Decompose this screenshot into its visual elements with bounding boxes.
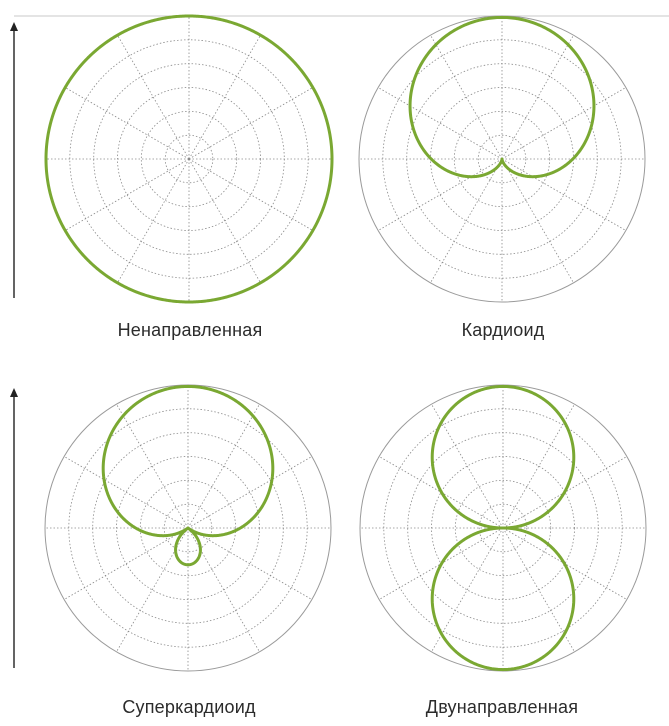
caption-supercardioid: Суперкардиоид — [122, 697, 256, 717]
grid-spoke — [502, 527, 575, 653]
grid-spoke — [187, 527, 260, 653]
axis-arrow-top — [10, 22, 18, 298]
grid-spoke — [63, 456, 189, 529]
grid-spoke — [188, 158, 314, 231]
grid-ring — [453, 110, 551, 208]
grid-spoke — [377, 87, 503, 160]
grid-ring — [163, 503, 213, 553]
grid-spoke — [187, 527, 313, 600]
grid-spoke — [501, 87, 627, 160]
caption-omnidirectional: Ненаправленная — [117, 320, 263, 340]
grid-spoke — [501, 34, 574, 160]
supercardioid-pattern-curve — [101, 384, 275, 567]
grid-spoke — [187, 456, 313, 529]
polar-plot-supercardioid — [44, 384, 332, 672]
grid-spoke — [502, 403, 575, 529]
grid-spoke — [116, 403, 189, 529]
grid-spoke — [431, 403, 504, 529]
grid-spoke — [116, 527, 189, 653]
grid-ring — [140, 110, 238, 208]
grid-spoke — [64, 87, 190, 160]
grid-spoke — [188, 158, 261, 284]
polar-plot-cardioid — [358, 15, 646, 303]
grid-spoke — [63, 527, 189, 600]
grid-spoke — [430, 34, 503, 160]
grid-spoke — [430, 158, 503, 284]
grid-spoke — [377, 158, 503, 231]
grid-spoke — [117, 34, 190, 160]
grid-spoke — [187, 403, 260, 529]
figure-eight-pattern-curve — [430, 384, 576, 672]
grid-spoke — [64, 158, 190, 231]
grid-spoke — [117, 158, 190, 284]
grid-ring — [477, 134, 527, 184]
grid-spoke — [501, 158, 574, 284]
arrow-head — [10, 388, 18, 397]
arrow-head — [10, 22, 18, 31]
grid-ring — [454, 479, 552, 577]
grid-ring — [164, 134, 214, 184]
polar-plot-figure-eight — [359, 384, 647, 672]
caption-figure-eight: Двунаправленная — [425, 697, 579, 717]
grid-ring — [478, 503, 528, 553]
grid-spoke — [501, 158, 627, 231]
grid-spoke — [431, 527, 504, 653]
grid-ring — [139, 479, 237, 577]
omnidirectional-pattern-curve — [44, 14, 334, 304]
cardioid-pattern-curve — [408, 15, 596, 179]
grid-spoke — [188, 87, 314, 160]
grid-spoke — [188, 34, 261, 160]
axis-arrow-bottom — [10, 388, 18, 668]
polar-plot-omnidirectional — [44, 14, 334, 304]
caption-cardioid: Кардиоид — [461, 320, 545, 340]
